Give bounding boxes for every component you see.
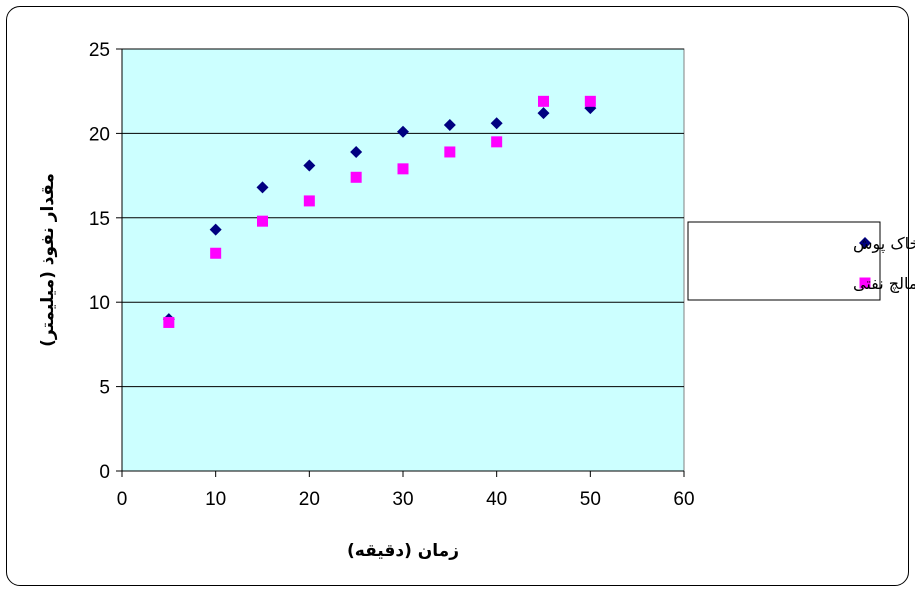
x-tick-label: 60: [673, 489, 694, 510]
plot-area: [121, 48, 685, 472]
legend-marker-series-1: [859, 237, 871, 249]
x-tick-label: 10: [205, 489, 226, 510]
data-point-series-2: [303, 195, 315, 207]
legend-label-series-1: شن بدون خاک پوش: [853, 234, 915, 254]
x-tick-label: 30: [392, 489, 413, 510]
data-point-series-1: [209, 223, 222, 236]
y-tick-label: 10: [89, 293, 110, 314]
legend-label-series-2: مالچ نفتی: [853, 274, 915, 293]
data-point-series-2: [444, 146, 456, 158]
legend-marker-series-2: [859, 277, 871, 289]
data-points: [162, 95, 597, 328]
data-point-series-1: [256, 181, 269, 194]
y-tick-label: 5: [99, 378, 110, 399]
data-point-series-1: [537, 107, 550, 120]
x-axis-ticks: 0 10 20 30 40 50 60: [117, 471, 695, 510]
data-point-series-1: [303, 159, 316, 172]
data-point-series-2: [257, 215, 268, 227]
data-point-series-1: [490, 117, 503, 130]
x-tick-label: 0: [117, 489, 128, 510]
x-tick-label: 40: [486, 489, 507, 510]
y-tick-label: 20: [89, 124, 110, 145]
gridlines: [122, 48, 684, 388]
y-tick-label: 25: [89, 40, 110, 61]
data-point-series-2: [163, 316, 175, 328]
data-point-series-2: [350, 171, 362, 183]
data-point-series-2: [210, 247, 222, 259]
legend: شن بدون خاک پوش مالچ نفتی: [687, 221, 915, 301]
data-point-series-2: [397, 163, 409, 175]
data-point-series-2: [584, 95, 596, 107]
data-point-series-1: [350, 145, 363, 158]
y-axis-title: مقدار نفوذ (میلیمتر): [38, 173, 58, 347]
x-tick-label: 20: [299, 489, 320, 510]
y-tick-label: 15: [89, 209, 110, 230]
data-point-series-1: [443, 118, 456, 131]
data-point-series-1: [397, 125, 409, 138]
legend-box: [687, 221, 881, 301]
x-tick-label: 50: [580, 489, 601, 510]
data-point-series-2: [491, 136, 503, 148]
data-point-series-2: [538, 95, 549, 107]
y-axis-ticks: 0 5 10 15 20 25: [89, 40, 122, 483]
x-axis-title: زمان (دقیقه): [347, 541, 459, 561]
y-tick-label: 0: [99, 462, 110, 483]
